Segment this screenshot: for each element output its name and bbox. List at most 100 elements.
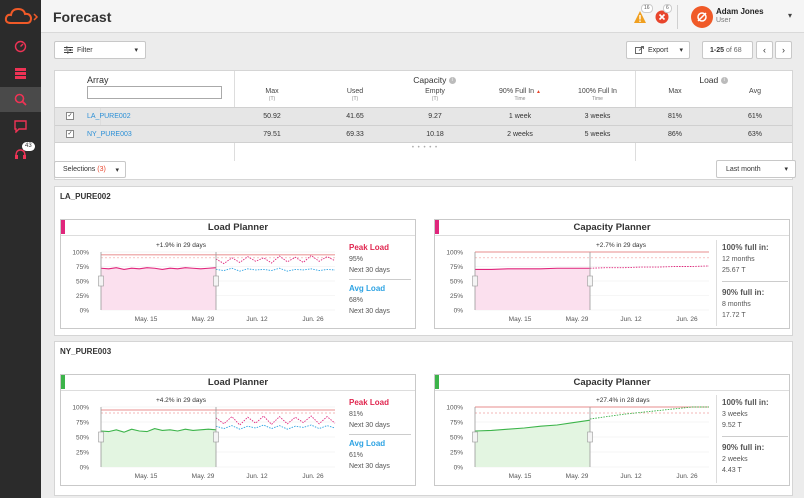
table-row[interactable]: ✓ NY_PURE003 79.51 69.33 10.18 2 weeks 5…: [55, 125, 792, 143]
resize-handle[interactable]: • • • • •: [411, 145, 439, 151]
load-legend: Peak Load 95% Next 30 days Avg Load 68% …: [349, 242, 411, 317]
today-handle: [587, 431, 593, 443]
y-tick-label: 100%: [446, 405, 463, 412]
cell-max: 50.92: [263, 113, 281, 120]
next-page-button[interactable]: ›: [775, 41, 792, 59]
today-handle: [587, 275, 593, 287]
export-button[interactable]: Export ▾: [626, 41, 690, 59]
series-actual-line: [100, 428, 217, 433]
col-sub: Time: [514, 96, 526, 102]
col-header-load-avg[interactable]: Avg: [725, 88, 785, 95]
history-area: [101, 428, 216, 467]
cell-90-full: 2 weeks: [507, 131, 533, 138]
avatar[interactable]: [691, 6, 713, 28]
col-header-max[interactable]: Max (T): [242, 88, 302, 102]
col-header-90-full[interactable]: 90% Full In ▲ Time: [480, 88, 560, 102]
col-header-empty[interactable]: Empty (T): [400, 88, 470, 102]
time-range-label: Last month: [726, 165, 761, 173]
user-name[interactable]: Adam Jones: [716, 7, 764, 16]
chevron-down-icon[interactable]: ▾: [788, 11, 793, 20]
avg-load-label: Avg Load: [349, 439, 386, 448]
cell-max: 79.51: [263, 131, 281, 138]
filter-dropdown[interactable]: Filter ▾: [54, 41, 146, 59]
messages-icon: [14, 120, 27, 133]
chevron-down-icon: ▾: [679, 47, 683, 54]
y-tick-label: 25%: [450, 450, 463, 457]
range-start-handle: [98, 431, 104, 443]
y-tick-label: 100%: [446, 250, 463, 257]
x-tick-label: May. 15: [509, 473, 532, 480]
info-icon[interactable]: i: [448, 77, 456, 85]
y-tick-label: 100%: [72, 405, 89, 412]
capacity-planner-chart[interactable]: 100% 75% 50% 25% 0% +27.4% in 28 days May. 15 M…: [435, 391, 717, 485]
sidebar-item-storage[interactable]: [0, 61, 41, 86]
range-start-handle: [98, 275, 104, 287]
col-header-load-max[interactable]: Max: [645, 88, 705, 95]
row-checkbox[interactable]: ✓: [66, 112, 74, 120]
panel-title: NY_PURE003: [60, 347, 112, 356]
load-planner-chart[interactable]: 100% 75% 50% 25% 0% +4.2% in 29 days May. 15 Ma…: [61, 391, 346, 485]
x-tick-label: Jun. 26: [676, 473, 698, 480]
series-actual-line: [100, 267, 217, 270]
series-actual-line: [475, 267, 590, 270]
full90-label: 90% full in:: [722, 288, 765, 297]
chevron-left-icon: ‹: [763, 45, 766, 55]
capacity-header-label: Capacity: [413, 75, 447, 85]
array-link[interactable]: LA_PURE002: [87, 113, 131, 120]
sort-asc-icon: ▲: [536, 89, 541, 95]
card-divider: [435, 235, 789, 236]
user-role: User: [716, 17, 731, 24]
array-link[interactable]: NY_PURE003: [87, 131, 132, 138]
full100-size: 9.52 T: [722, 422, 742, 429]
y-tick-label: 0%: [80, 308, 90, 315]
col-label: 90% Full In: [499, 88, 535, 95]
col-header-100-full[interactable]: 100% Full In Time: [560, 88, 635, 102]
card-accent: [61, 375, 65, 389]
col-label: Avg: [749, 88, 761, 95]
card-title: Capacity Planner: [573, 222, 651, 233]
series-forecast-line: [215, 267, 336, 272]
peak-load-value: 95%: [349, 256, 364, 263]
row-checkbox[interactable]: ✓: [66, 130, 74, 138]
capacity-planner-chart[interactable]: 100% 75% 50% 25% 0% +2.7% in 29 days May. 15 Ma…: [435, 236, 717, 328]
col-header-used[interactable]: Used (T): [320, 88, 390, 102]
full100-time: 3 weeks: [722, 411, 748, 418]
legend-divider: [716, 395, 717, 483]
cell-divider: [100, 108, 101, 126]
avg-load-note: Next 30 days: [349, 463, 390, 470]
series-forecast-line: [215, 415, 336, 426]
growth-annotation: +1.9% in 29 days: [156, 242, 207, 249]
peak-load-label: Peak Load: [349, 243, 390, 252]
capacity-legend: 100% full in: 3 weeks 9.52 T 90% full in…: [722, 397, 788, 476]
history-area: [475, 420, 590, 467]
chevron-down-icon: ▾: [134, 47, 138, 54]
selections-dropdown[interactable]: Selections (3) ▾: [54, 161, 126, 178]
peak-load-value: 81%: [349, 411, 364, 418]
y-tick-label: 25%: [76, 450, 89, 457]
x-tick-label: May. 29: [566, 473, 589, 480]
error-icon[interactable]: [655, 10, 669, 24]
sidebar-item-messages[interactable]: [0, 114, 41, 139]
col-label: Max: [265, 88, 279, 95]
analysis-icon: [14, 93, 27, 106]
sidebar-item-dashboard[interactable]: [0, 34, 41, 59]
arrays-table: Array Capacity i Load i Max (T) Used (T) E…: [54, 70, 793, 180]
main-content: Filter ▾ Export ▾ 1-25 of 68 ‹ › Array C…: [41, 33, 804, 498]
sidebar-item-support[interactable]: 43: [0, 142, 41, 167]
x-tick-label: Jun. 26: [302, 316, 324, 323]
pagination-range: 1-25 of 68: [702, 41, 753, 59]
load-header-label: Load: [699, 75, 719, 85]
sidebar-item-analysis[interactable]: [0, 87, 41, 112]
legend-divider: [716, 240, 717, 326]
load-planner-chart[interactable]: 100% 75% 50% 25% 0% +1.9% in 29 days May. 15 Ma…: [61, 236, 346, 328]
array-search-input[interactable]: [87, 86, 222, 99]
cloud-logo-icon[interactable]: [3, 5, 39, 29]
warning-icon[interactable]: [633, 10, 647, 24]
table-row[interactable]: ✓ LA_PURE002 50.92 41.65 9.27 1 week 3 w…: [55, 107, 792, 126]
info-icon[interactable]: i: [720, 77, 728, 85]
full100-time: 12 months: [722, 256, 755, 263]
full90-size: 4.43 T: [722, 467, 742, 474]
cell-load-avg: 61%: [747, 113, 762, 120]
prev-page-button[interactable]: ‹: [756, 41, 773, 59]
time-range-dropdown[interactable]: Last month ▾: [716, 160, 796, 178]
